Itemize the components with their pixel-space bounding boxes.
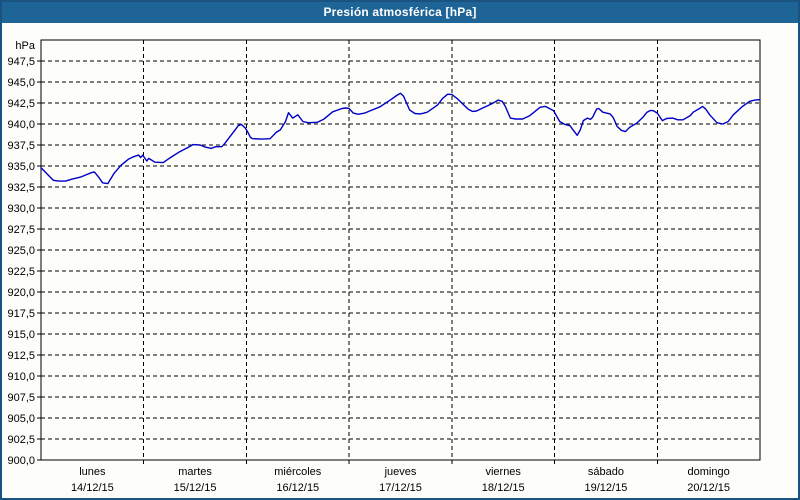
axis-label: 945,0 <box>7 77 35 89</box>
day-name-label: domingo <box>688 466 730 478</box>
day-date-label: 20/12/15 <box>687 482 730 494</box>
axis-label: 937,5 <box>7 140 35 152</box>
day-name-label: miércoles <box>274 466 322 478</box>
axis-label: 925,0 <box>7 245 35 257</box>
pressure-series-line <box>40 92 761 185</box>
axis-label: 942,5 <box>7 98 35 110</box>
axis-label: 920,0 <box>7 287 35 299</box>
axis-label: 930,0 <box>7 203 35 215</box>
day-date-label: 14/12/15 <box>71 482 114 494</box>
axis-label: hPa <box>15 40 35 52</box>
day-date-label: 19/12/15 <box>585 482 628 494</box>
chart-title: Presión atmosférica [hPa] <box>323 5 477 19</box>
title-bar: Presión atmosférica [hPa] <box>2 2 798 23</box>
axis-label: 915,0 <box>7 329 35 341</box>
axis-label: 900,0 <box>7 455 35 467</box>
axis-label: 940,0 <box>7 119 35 131</box>
day-name-label: lunes <box>79 466 106 478</box>
day-name-label: sábado <box>588 466 624 478</box>
day-date-label: 16/12/15 <box>276 482 319 494</box>
axis-label: 927,5 <box>7 224 35 236</box>
axis-label: 947,5 <box>7 56 35 68</box>
day-name-label: viernes <box>485 466 521 478</box>
plot-border <box>40 39 761 461</box>
day-date-label: 17/12/15 <box>379 482 422 494</box>
day-name-label: martes <box>178 466 212 478</box>
gridlines <box>41 40 760 460</box>
axis-label: 905,0 <box>7 413 35 425</box>
day-name-label: jueves <box>384 466 417 478</box>
axis-label: 912,5 <box>7 350 35 362</box>
axis-label: 932,5 <box>7 182 35 194</box>
day-date-label: 18/12/15 <box>482 482 525 494</box>
y-axis-labels: 947,5 945,0 942,5 940,0 937,5 935,0 932,5 930,0… <box>7 40 35 467</box>
axis-label: 922,5 <box>7 266 35 278</box>
axis-label: 917,5 <box>7 308 35 320</box>
axis-label: 902,5 <box>7 434 35 446</box>
axis-label: 910,0 <box>7 371 35 383</box>
axis-label: 907,5 <box>7 392 35 404</box>
x-axis-labels: lunes 14/12/15 martes 15/12/15 miércoles 16/1… <box>71 466 730 494</box>
axis-ticks <box>37 60 658 464</box>
axis-label: 935,0 <box>7 161 35 173</box>
day-date-label: 15/12/15 <box>174 482 217 494</box>
